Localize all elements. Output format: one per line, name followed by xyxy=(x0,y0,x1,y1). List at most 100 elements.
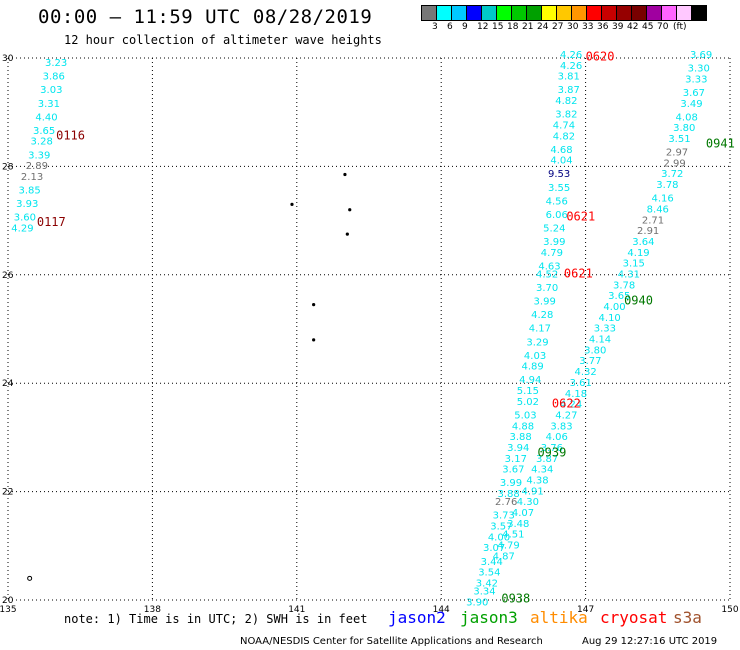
wave-height-value: 3.80 xyxy=(673,123,695,134)
wave-height-value: 3.87 xyxy=(536,454,558,465)
y-tick-label: 20 xyxy=(2,596,14,606)
pass-time-label: 0622 xyxy=(552,397,581,411)
footer-credit: NOAA/NESDIS Center for Satellite Applica… xyxy=(240,636,543,647)
wave-height-value: 4.18 xyxy=(565,389,587,400)
wave-height-value: 3.81 xyxy=(558,72,580,83)
time-labels: 0116 0117 0620 0621 0621 0622 0941 0940 0939 0938 xyxy=(37,50,735,606)
colorbar-label: 45 xyxy=(642,22,654,32)
wave-height-value: 2.89 xyxy=(26,161,48,172)
wave-height-value: 3.42 xyxy=(476,578,498,589)
wave-height-value: 3.88 xyxy=(497,489,519,500)
wave-height-value: 4.34 xyxy=(531,465,553,476)
footer-note: note: 1) Time is in UTC; 2) SWH is in fe… xyxy=(64,612,368,626)
colorbar-swatch xyxy=(691,5,707,21)
wave-height-value: 4.30 xyxy=(517,497,539,508)
colorbar-label: 36 xyxy=(597,22,609,32)
wave-height-value: 3.30 xyxy=(688,64,710,75)
wave-height-value: 3.29 xyxy=(526,337,548,348)
pass-time-label: 0621 xyxy=(566,210,595,224)
wave-height-value: 4.82 xyxy=(555,96,577,107)
wave-height-value: 5.02 xyxy=(517,397,539,408)
pass-time-label: 0940 xyxy=(624,294,653,308)
colorbar-label: 21 xyxy=(522,22,534,32)
island-marker xyxy=(348,208,352,212)
wave-height-value: 4.27 xyxy=(555,410,577,421)
wave-height-value: 4.87 xyxy=(493,551,515,562)
wave-height-value: 4.56 xyxy=(546,196,568,207)
wave-height-value: 3.94 xyxy=(507,443,529,454)
wave-height-value: 4.24 xyxy=(560,400,582,411)
wave-height-value: 4.07 xyxy=(512,508,534,519)
y-tick-label: 24 xyxy=(2,379,14,389)
satellite-legend-s3a: s3a xyxy=(673,608,702,627)
wave-height-value: 3.17 xyxy=(505,454,527,465)
wave-height-value: 3.03 xyxy=(40,85,62,96)
wave-height-value: 4.91 xyxy=(522,486,544,497)
wave-height-value: 4.28 xyxy=(531,310,553,321)
wave-height-value: 2.97 xyxy=(666,148,688,159)
wave-height-value: 3.57 xyxy=(490,522,512,533)
wave-height-value: 3.64 xyxy=(632,237,654,248)
wave-height-value: 5.24 xyxy=(543,223,565,234)
wave-height-value: 3.48 xyxy=(507,519,529,530)
wave-height-value: 3.86 xyxy=(43,72,65,83)
wave-height-value: 9.53 xyxy=(548,169,570,180)
satellite-legend-jason3: jason3 xyxy=(460,608,518,627)
wave-height-value: 2.91 xyxy=(637,226,659,237)
wave-height-value: 3.76 xyxy=(541,443,563,454)
wave-height-value: 4.00 xyxy=(488,532,510,543)
wave-height-value: 3.73 xyxy=(493,511,515,522)
x-tick-label: 147 xyxy=(577,605,594,615)
wave-height-value: 2.76 xyxy=(495,497,517,508)
wave-height-value: 4.26 xyxy=(560,61,582,72)
wave-height-value: 4.68 xyxy=(550,145,572,156)
land-features xyxy=(27,172,352,581)
wave-height-value: 4.08 xyxy=(676,112,698,123)
colorbar-label: 12 xyxy=(477,22,489,32)
wave-height-value: 3.67 xyxy=(683,88,705,99)
wave-height-value: 3.93 xyxy=(16,199,38,210)
y-tick-label: 28 xyxy=(2,162,14,172)
wave-height-value: 4.38 xyxy=(526,475,548,486)
colorbar-label: 27 xyxy=(552,22,564,32)
wave-height-value: 4.32 xyxy=(574,367,596,378)
wave-height-value: 4.19 xyxy=(627,248,649,259)
map-grid xyxy=(7,57,731,601)
pass-time-label: 0941 xyxy=(706,136,735,150)
wave-height-value: 6.06 xyxy=(546,210,568,221)
wave-height-value: 5.15 xyxy=(517,386,539,397)
wave-height-value: 3.07 xyxy=(483,543,505,554)
wave-observations: 3.233.863.033.314.403.653.283.392.892.13… xyxy=(11,50,712,608)
pass-time-label: 0117 xyxy=(37,215,66,229)
wave-height-value: 3.82 xyxy=(555,110,577,121)
x-tick-label: 141 xyxy=(288,605,305,615)
colorbar-label: 9 xyxy=(462,22,468,32)
y-tick-label: 22 xyxy=(2,488,13,498)
island-marker xyxy=(343,172,347,177)
wave-height-value: 4.00 xyxy=(603,302,625,313)
island-marker xyxy=(345,232,349,236)
wave-height-value: 3.90 xyxy=(466,597,488,608)
wave-height-value: 3.70 xyxy=(536,283,558,294)
wave-height-value: 3.33 xyxy=(685,74,707,85)
wave-height-value: 3.88 xyxy=(509,432,531,443)
wave-height-value: 3.51 xyxy=(668,134,690,145)
wave-height-value: 4.31 xyxy=(618,270,640,281)
wave-height-value: 4.03 xyxy=(524,351,546,362)
wave-height-value: 3.33 xyxy=(594,324,616,335)
colorbar-label: 39 xyxy=(612,22,624,32)
wave-height-value: 3.23 xyxy=(45,58,67,69)
wave-height-value: 3.39 xyxy=(28,150,50,161)
colorbar-label: 3 xyxy=(432,22,438,32)
colorbar-label: 70 xyxy=(657,22,669,32)
wave-height-value: 3.78 xyxy=(656,180,678,191)
y-tick-label: 30 xyxy=(2,54,14,64)
wave-height-value: 3.60 xyxy=(14,213,36,224)
wave-height-value: 4.89 xyxy=(522,362,544,373)
colorbar-label: 24 xyxy=(537,22,549,32)
wave-height-value: 5.03 xyxy=(514,410,536,421)
wave-height-value: 3.83 xyxy=(550,421,572,432)
wave-height-value: 2.99 xyxy=(664,158,686,169)
wave-height-value: 3.61 xyxy=(570,378,592,389)
